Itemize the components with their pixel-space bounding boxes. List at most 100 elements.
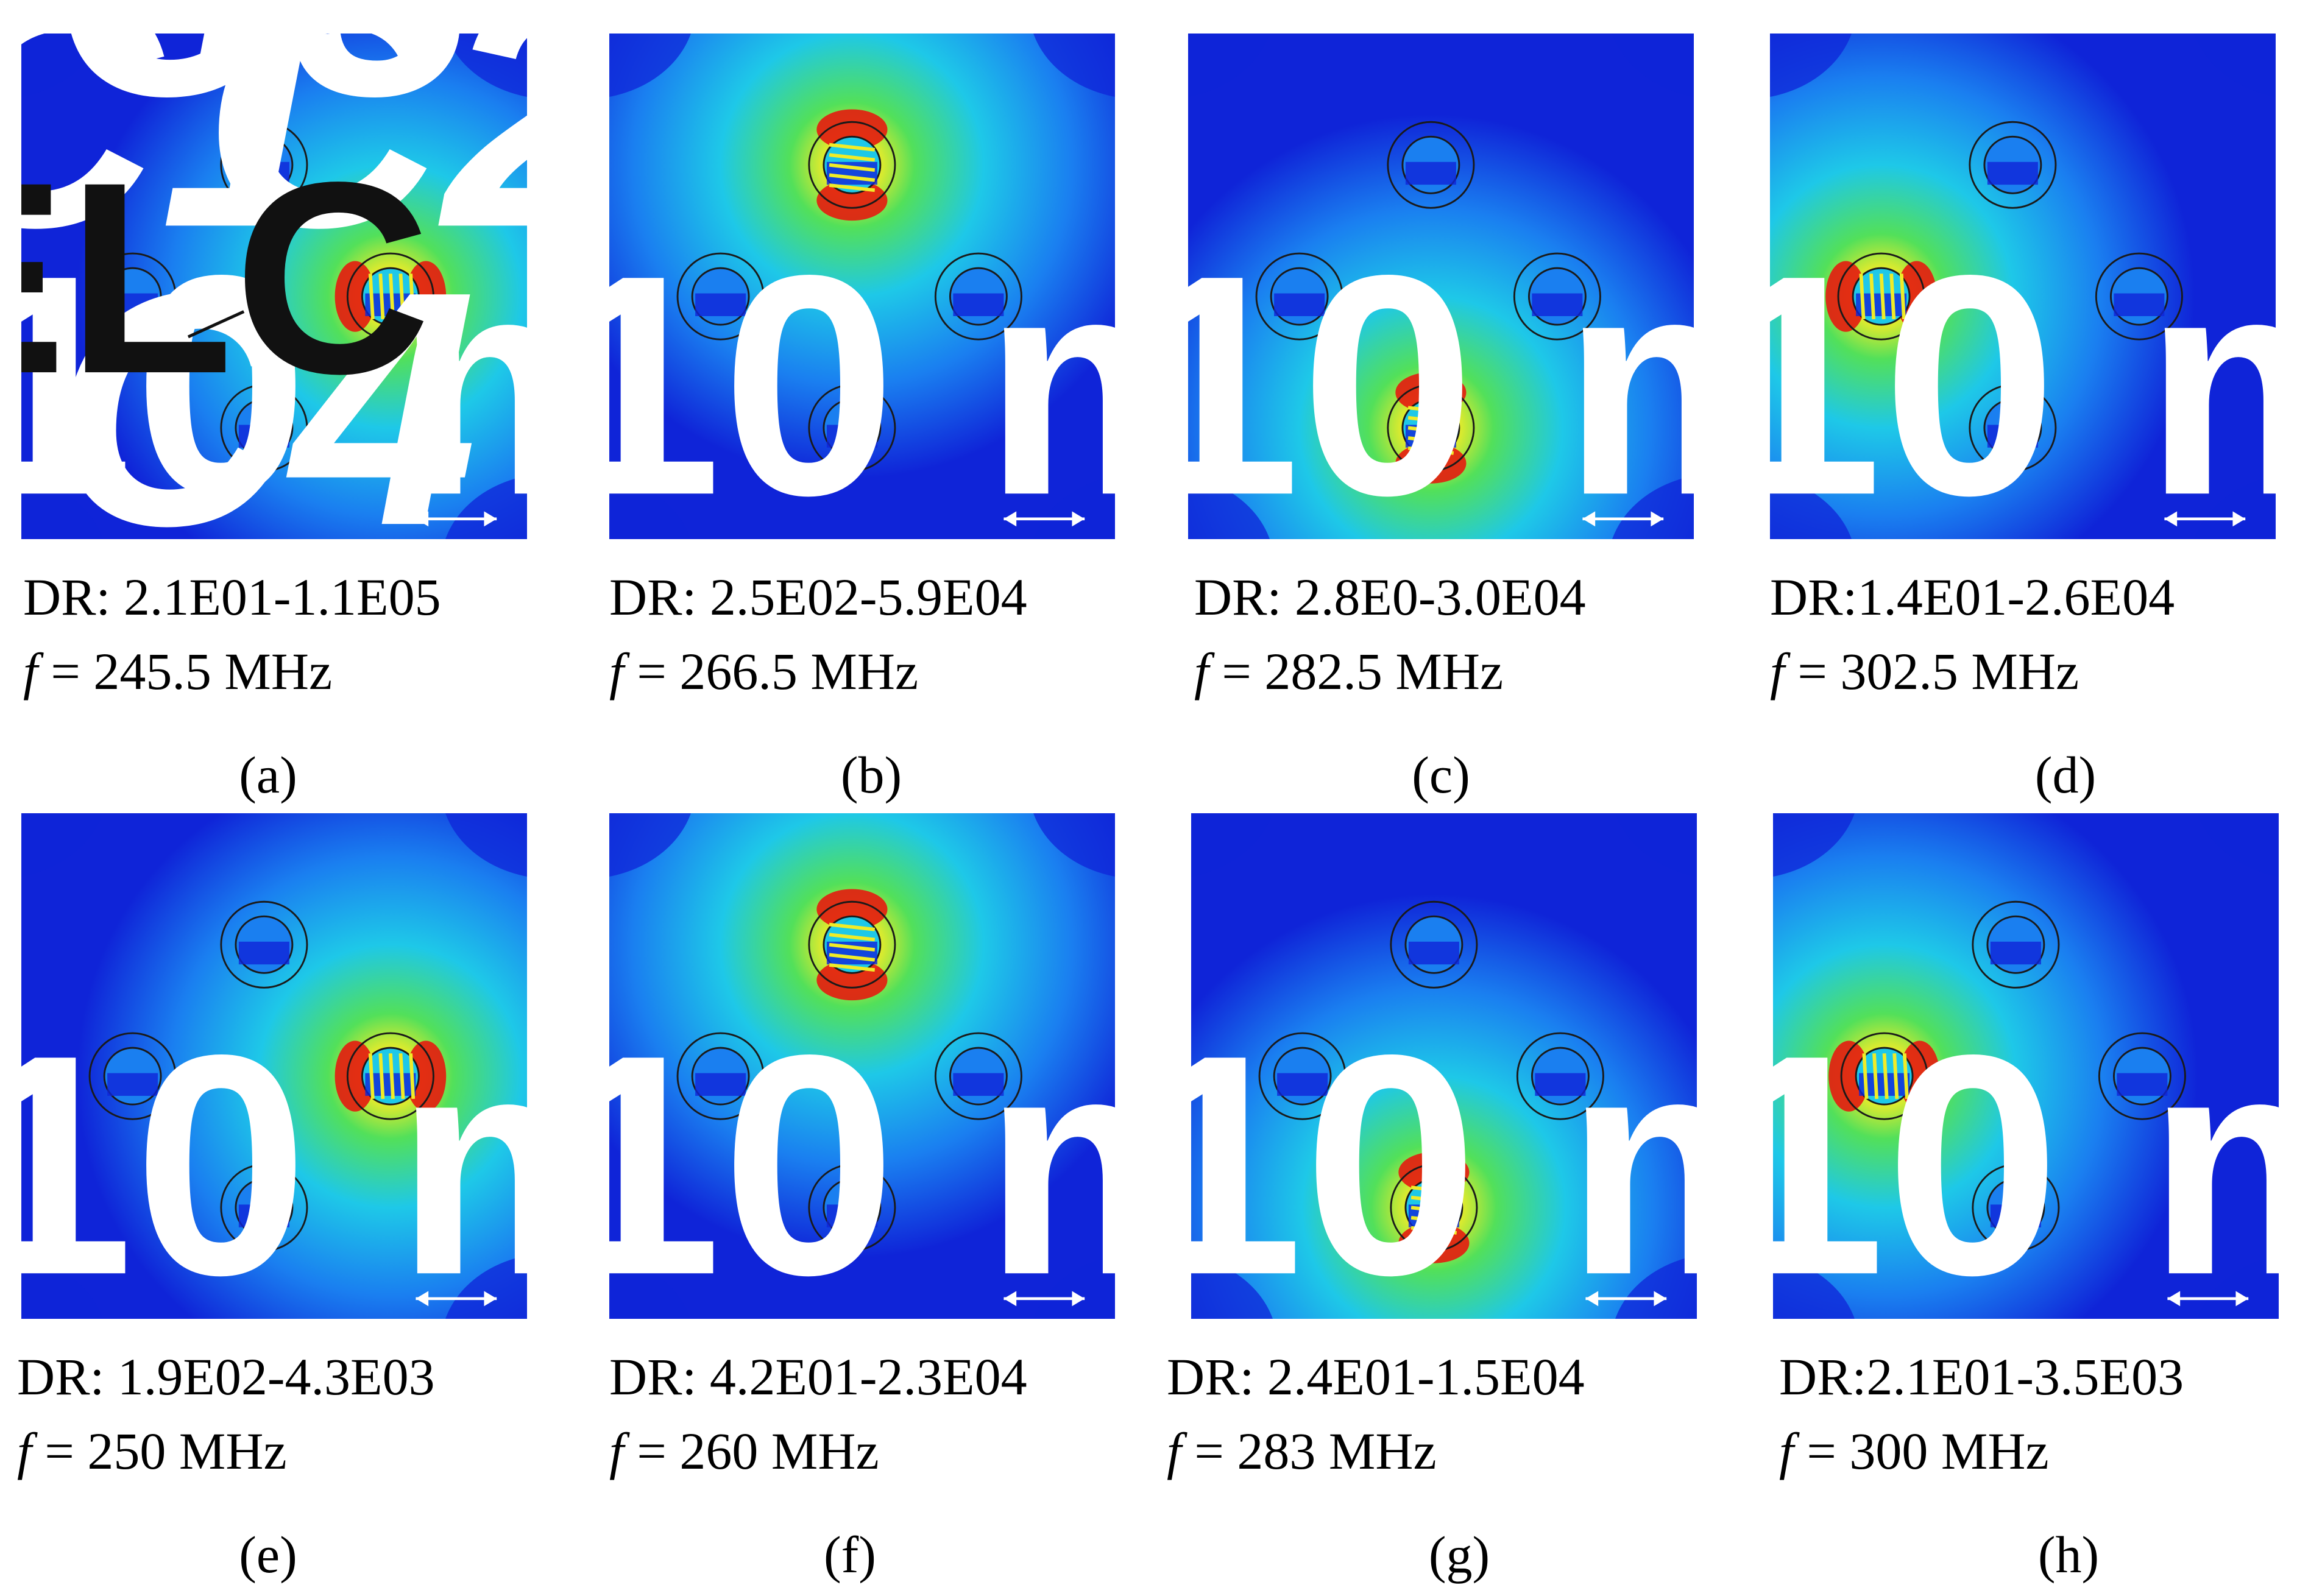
dynamic-range-b: DR: 2.5E02-5.9E04 — [609, 568, 1027, 626]
panel-label-b: (b) — [840, 746, 902, 804]
dynamic-range-h: DR:2.1E01-3.5E03 — [1779, 1347, 2184, 1406]
center-point — [1429, 1075, 1433, 1078]
cylinder-c4 — [808, 384, 896, 472]
field-map-c: 10 mm — [1188, 34, 1694, 539]
caption-h: DR:2.1E01-3.5E03 f = 300 MHz — [1779, 1346, 2297, 1481]
field-null-region — [1191, 813, 1273, 877]
field-null-region — [1770, 34, 1852, 97]
field-null-region — [609, 34, 691, 97]
caption-b: DR: 2.5E02-5.9E04 f = 266.5 MHz — [609, 567, 1145, 702]
cylinder-c1 — [1258, 1032, 1347, 1120]
cylinder-c1 — [1255, 252, 1343, 341]
scale-bar: 10 mm — [609, 210, 1115, 539]
dynamic-range-e: DR: 1.9E02-4.3E03 — [17, 1347, 435, 1406]
scale-bar: 10 mm — [609, 990, 1115, 1319]
center-point — [2008, 295, 2012, 298]
cylinder-c3 — [808, 900, 896, 989]
cylinder-c4 — [220, 384, 308, 472]
scale-bar: 10 mm — [1773, 990, 2279, 1319]
cylinder-c4 — [808, 1163, 896, 1252]
cylinder-c3 — [1972, 900, 2060, 989]
field-map-svg-g: 10 mm — [1191, 813, 1697, 1319]
field-null-region — [609, 813, 691, 877]
cylinder-c3 — [220, 900, 308, 989]
panel-label-e: (e) — [239, 1525, 297, 1584]
center-point — [1426, 295, 1430, 298]
caption-e: DR: 1.9E02-4.3E03 f = 250 MHz — [17, 1346, 553, 1481]
cylinder-c1 — [1837, 252, 1925, 341]
field-map-d: 10 mm — [1770, 34, 2276, 539]
field-null-region — [1033, 34, 1115, 97]
cylinder-c3 — [1969, 121, 2057, 209]
cylinder-c4 — [1969, 384, 2057, 472]
scale-bar-label: 10 mm — [1191, 990, 1697, 1319]
field-null-region — [1615, 813, 1697, 877]
panel-label-a: (a) — [239, 746, 297, 804]
panel-label-d: (d) — [2034, 746, 2097, 804]
cylinder-c2 — [2095, 252, 2183, 341]
cylinder-c2 — [2098, 1032, 2186, 1120]
frequency-g: f = 283 MHz — [1167, 1422, 1437, 1480]
field-map-svg-d: 10 mm — [1770, 34, 2276, 539]
resonant-hotspot — [1828, 1040, 1940, 1112]
cylinder-c2 — [1513, 252, 1601, 341]
cylinder-c2 — [934, 252, 1022, 341]
scale-bar-label: 10 mm — [21, 210, 527, 539]
field-map-svg-c: 10 mm — [1188, 34, 1694, 539]
field-map-svg-f: 10 mm — [609, 813, 1115, 1319]
caption-c: DR: 2.8E0-3.0E04 f = 282.5 MHz — [1194, 567, 1730, 702]
cylinder-c1 — [676, 1032, 765, 1120]
scale-bar: 10 mm — [1188, 210, 1694, 539]
center-point — [260, 1075, 263, 1078]
dynamic-range-a: DR: 2.1E01-1.1E05 — [23, 568, 441, 626]
field-null-region — [1188, 476, 1270, 539]
scale-bar-label: 10 mm — [1770, 210, 2276, 539]
field-null-region — [2197, 1255, 2279, 1319]
frequency-c: f = 282.5 MHz — [1194, 642, 1504, 701]
field-null-region — [21, 1255, 103, 1319]
scale-bar-label: 10 mm — [1188, 210, 1694, 539]
field-null-region — [21, 813, 103, 877]
cylinder-c3 — [220, 121, 308, 209]
resonant-hotspot — [1825, 261, 1937, 332]
field-null-region — [1773, 1255, 1855, 1319]
cylinder-c4 — [220, 1163, 308, 1252]
field-null-region — [1188, 34, 1270, 97]
field-map-svg-b: 10 mm — [609, 34, 1115, 539]
panel-label-f: (f) — [824, 1525, 876, 1584]
field-null-region — [1612, 34, 1694, 97]
cylinder-c4 — [1387, 384, 1475, 472]
field-null-region — [445, 476, 527, 539]
cylinder-c3 — [1387, 121, 1475, 209]
center-point — [848, 1075, 851, 1078]
field-map-svg-a: 10 mmC1C2C3 C4ELC — [21, 34, 527, 539]
cylinder-c3 — [808, 121, 896, 209]
caption-d: DR:1.4E01-2.6E04 f = 302.5 MHz — [1770, 567, 2297, 702]
cylinder-c1 — [676, 252, 765, 341]
field-null-region — [1773, 813, 1855, 877]
field-map-b: 10 mm — [609, 34, 1115, 539]
caption-a: DR: 2.1E01-1.1E05 f = 245.5 MHz — [23, 567, 559, 702]
field-map-g: 10 mm — [1191, 813, 1697, 1319]
field-map-f: 10 mm — [609, 813, 1115, 1319]
label-elc: ELC — [21, 125, 431, 430]
caption-g: DR: 2.4E01-1.5E04 f = 283 MHz — [1167, 1346, 1703, 1481]
field-null-region — [609, 476, 691, 539]
field-null-region — [445, 813, 527, 877]
field-map-svg-e: 10 mm — [21, 813, 527, 1319]
cylinder-c1 — [88, 1032, 177, 1120]
center-point — [848, 295, 851, 298]
cylinder-c2 — [1516, 1032, 1604, 1120]
field-map-h: 10 mm — [1773, 813, 2279, 1319]
field-null-region — [1033, 476, 1115, 539]
cylinder-c4 — [1390, 1163, 1478, 1252]
field-null-region — [1033, 813, 1115, 877]
frequency-f: f = 260 MHz — [609, 1422, 879, 1480]
label-c1: C1 — [21, 34, 346, 297]
scale-bar: 10 mm — [21, 210, 527, 539]
cylinder-c2 — [934, 1032, 1022, 1120]
field-null-region — [1033, 1255, 1115, 1319]
field-null-region — [445, 34, 527, 97]
field-null-region — [21, 476, 103, 539]
label-c3: C3 — [51, 34, 477, 166]
